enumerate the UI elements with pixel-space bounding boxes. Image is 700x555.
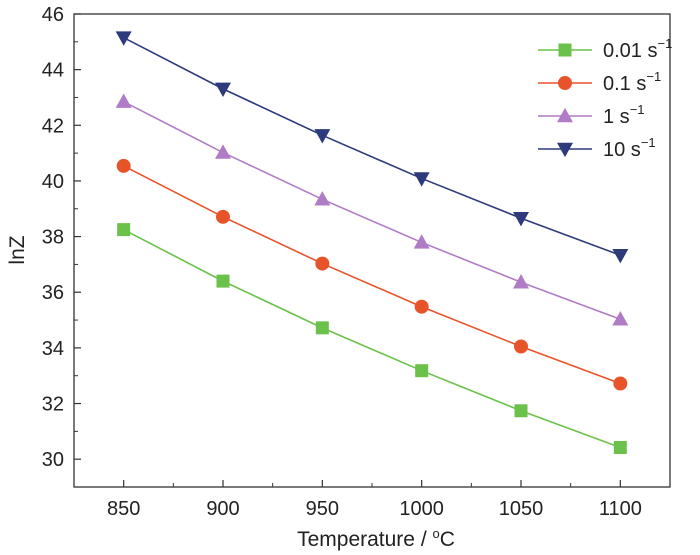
data-point <box>612 249 629 264</box>
data-point <box>314 191 331 206</box>
data-point <box>413 172 430 187</box>
data-point <box>116 158 131 173</box>
data-point <box>612 311 629 326</box>
x-tick-label: 950 <box>306 498 339 520</box>
y-axis-title: lnZ <box>6 235 29 264</box>
y-axis-ticks: 30 32 34 36 38 40 42 44 46 <box>42 4 81 488</box>
series-line <box>123 228 621 449</box>
series-line <box>123 165 621 385</box>
legend-item: 1 s−1 <box>538 102 645 128</box>
legend-label: 0.1 s−1 <box>603 69 661 95</box>
legend: 0.01 s−1 0.1 s−1 1 s−1 10 s−1 <box>538 36 672 161</box>
data-point <box>117 223 131 237</box>
series-3 <box>115 31 629 264</box>
data-point <box>315 321 329 335</box>
series-1 <box>116 158 628 391</box>
data-point <box>315 256 330 271</box>
series-0 <box>117 223 627 454</box>
series-line <box>123 36 621 256</box>
data-point <box>513 274 529 289</box>
legend-label: 1 s−1 <box>603 102 645 128</box>
y-tick-label: 40 <box>42 171 64 193</box>
y-tick-label: 38 <box>42 227 64 249</box>
data-point <box>513 212 529 227</box>
data-point <box>613 376 628 391</box>
y-tick-label: 44 <box>42 60 64 82</box>
y-tick-label: 30 <box>42 449 64 471</box>
x-tick-label: 1100 <box>599 498 642 520</box>
legend-item: 10 s−1 <box>538 135 656 161</box>
series-2 <box>115 93 629 326</box>
y-tick-label: 36 <box>42 282 64 304</box>
data-point <box>215 144 231 159</box>
x-tick-label: 1050 <box>499 498 544 520</box>
y-tick-label: 42 <box>42 115 64 137</box>
y-tick-label: 32 <box>42 394 64 416</box>
data-point <box>414 299 429 314</box>
data-point <box>115 31 132 46</box>
data-point <box>514 404 528 418</box>
y-tick-label: 46 <box>42 4 64 26</box>
series-line <box>123 100 621 320</box>
legend-label: 0.01 s−1 <box>603 36 672 62</box>
legend-label: 10 s−1 <box>603 135 656 161</box>
x-tick-label: 850 <box>107 498 140 520</box>
x-axis-title: Temperature / oC <box>297 526 455 551</box>
y-tick-label: 34 <box>42 338 64 360</box>
legend-marker <box>557 142 573 158</box>
legend-marker <box>557 107 573 123</box>
legend-item: 0.1 s−1 <box>538 69 661 95</box>
legend-marker <box>558 76 572 90</box>
x-tick-label: 900 <box>206 498 239 520</box>
x-axis-ticks: 850 900 950 1000 1050 1100 <box>107 480 642 520</box>
data-point <box>216 274 230 288</box>
data-point <box>413 234 430 249</box>
legend-marker <box>558 43 572 57</box>
data-point <box>216 209 230 224</box>
data-point <box>314 129 331 144</box>
data-point <box>514 339 528 354</box>
data-point <box>415 364 429 378</box>
data-point <box>215 82 231 98</box>
legend-item: 0.01 s−1 <box>538 36 672 62</box>
x-tick-label: 1000 <box>399 498 444 520</box>
data-point <box>613 440 627 454</box>
data-point <box>115 93 132 108</box>
series-layer <box>115 31 629 454</box>
